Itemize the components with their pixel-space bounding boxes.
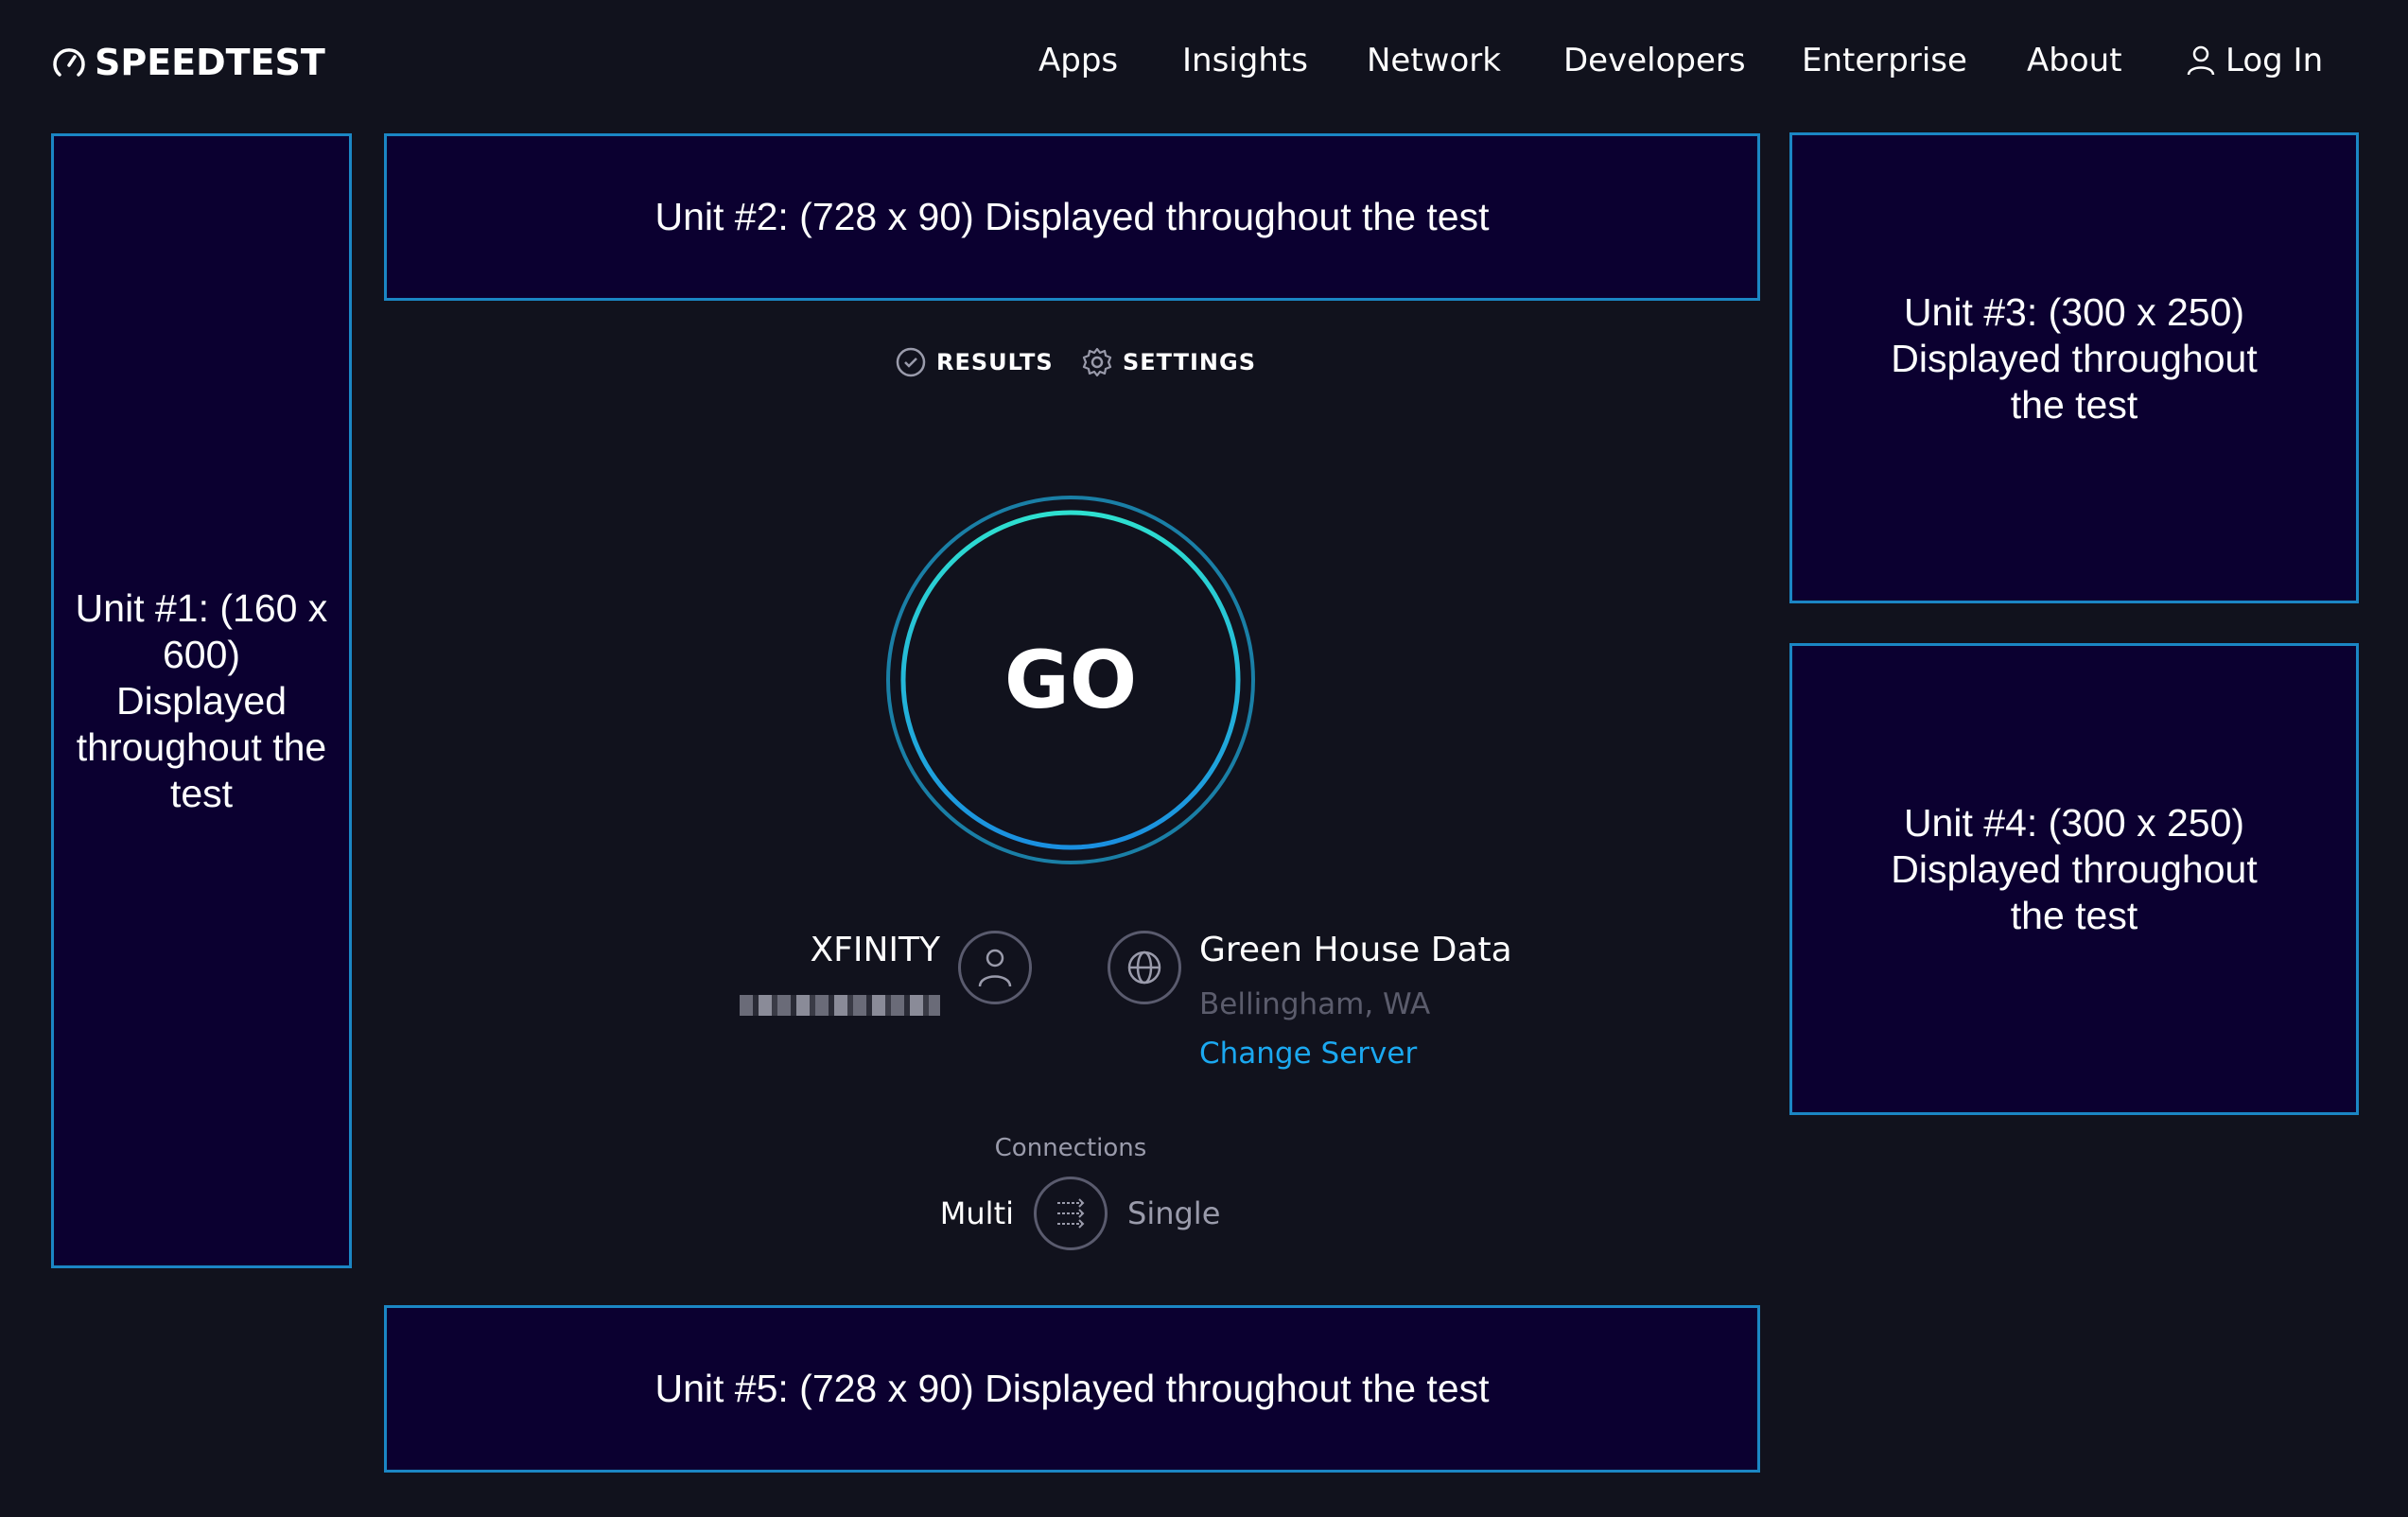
ad-unit-2-text: Unit #2: (728 x 90) Displayed throughout… (654, 195, 1490, 238)
isp-name: XFINITY (810, 931, 940, 969)
go-label: GO (1003, 634, 1138, 726)
nav-about[interactable]: About (2027, 42, 2122, 79)
isp-icon-button[interactable] (958, 931, 1032, 1004)
ad-unit-1-text: Unit #1: (160 x 600) Displayed throughou… (75, 585, 328, 815)
speedometer-icon (53, 48, 85, 77)
login-label: Log In (2225, 42, 2324, 79)
go-ring (886, 496, 1255, 864)
speedtest-logo[interactable]: SPEEDTEST (51, 42, 325, 83)
ad-unit-3[interactable]: Unit #3: (300 x 250) Displayed throughou… (1789, 132, 2359, 603)
nav-apps[interactable]: Apps (1038, 42, 1119, 79)
tab-results-label: RESULTS (936, 349, 1054, 375)
server-location: Bellingham, WA (1199, 987, 1431, 1021)
logo-text: SPEEDTEST (95, 42, 325, 83)
ad-unit-2[interactable]: Unit #2: (728 x 90) Displayed throughout… (384, 133, 1760, 301)
connections-multi[interactable]: Multi (939, 1195, 1014, 1231)
user-icon (978, 949, 1012, 987)
ip-address-redacted (740, 995, 940, 1016)
login-link[interactable]: Log In (2186, 42, 2323, 79)
gear-icon (1082, 347, 1112, 377)
nav-developers[interactable]: Developers (1563, 42, 1746, 79)
ad-unit-3-text: Unit #3: (300 x 250) Displayed throughou… (1891, 289, 2258, 427)
ad-unit-4-text: Unit #4: (300 x 250) Displayed throughou… (1891, 801, 2258, 937)
tab-settings-label: SETTINGS (1123, 349, 1256, 375)
server-name: Green House Data (1199, 931, 1512, 969)
nav-network[interactable]: Network (1367, 42, 1501, 79)
ad-unit-1[interactable]: Unit #1: (160 x 600) Displayed throughou… (51, 133, 352, 1268)
change-server-link[interactable]: Change Server (1199, 1037, 1418, 1071)
ad-unit-5-text: Unit #5: (728 x 90) Displayed throughout… (654, 1367, 1490, 1410)
connections-single[interactable]: Single (1127, 1195, 1221, 1231)
go-button[interactable]: GO (886, 496, 1255, 864)
check-circle-icon (896, 347, 926, 377)
server-icon-button[interactable] (1108, 931, 1181, 1004)
tab-settings[interactable]: SETTINGS (1081, 346, 1256, 378)
ad-unit-5[interactable]: Unit #5: (728 x 90) Displayed throughout… (384, 1305, 1760, 1473)
ad-unit-4[interactable]: Unit #4: (300 x 250) Displayed throughou… (1789, 643, 2359, 1115)
tab-results[interactable]: RESULTS (895, 346, 1054, 378)
globe-icon (1127, 950, 1161, 985)
nav-enterprise[interactable]: Enterprise (1802, 42, 1967, 79)
multi-connection-arrows-icon (1057, 1198, 1085, 1229)
connections-label: Connections (994, 1134, 1147, 1162)
nav-insights[interactable]: Insights (1182, 42, 1308, 79)
connections-toggle[interactable] (1034, 1177, 1108, 1250)
user-icon (2187, 45, 2215, 76)
